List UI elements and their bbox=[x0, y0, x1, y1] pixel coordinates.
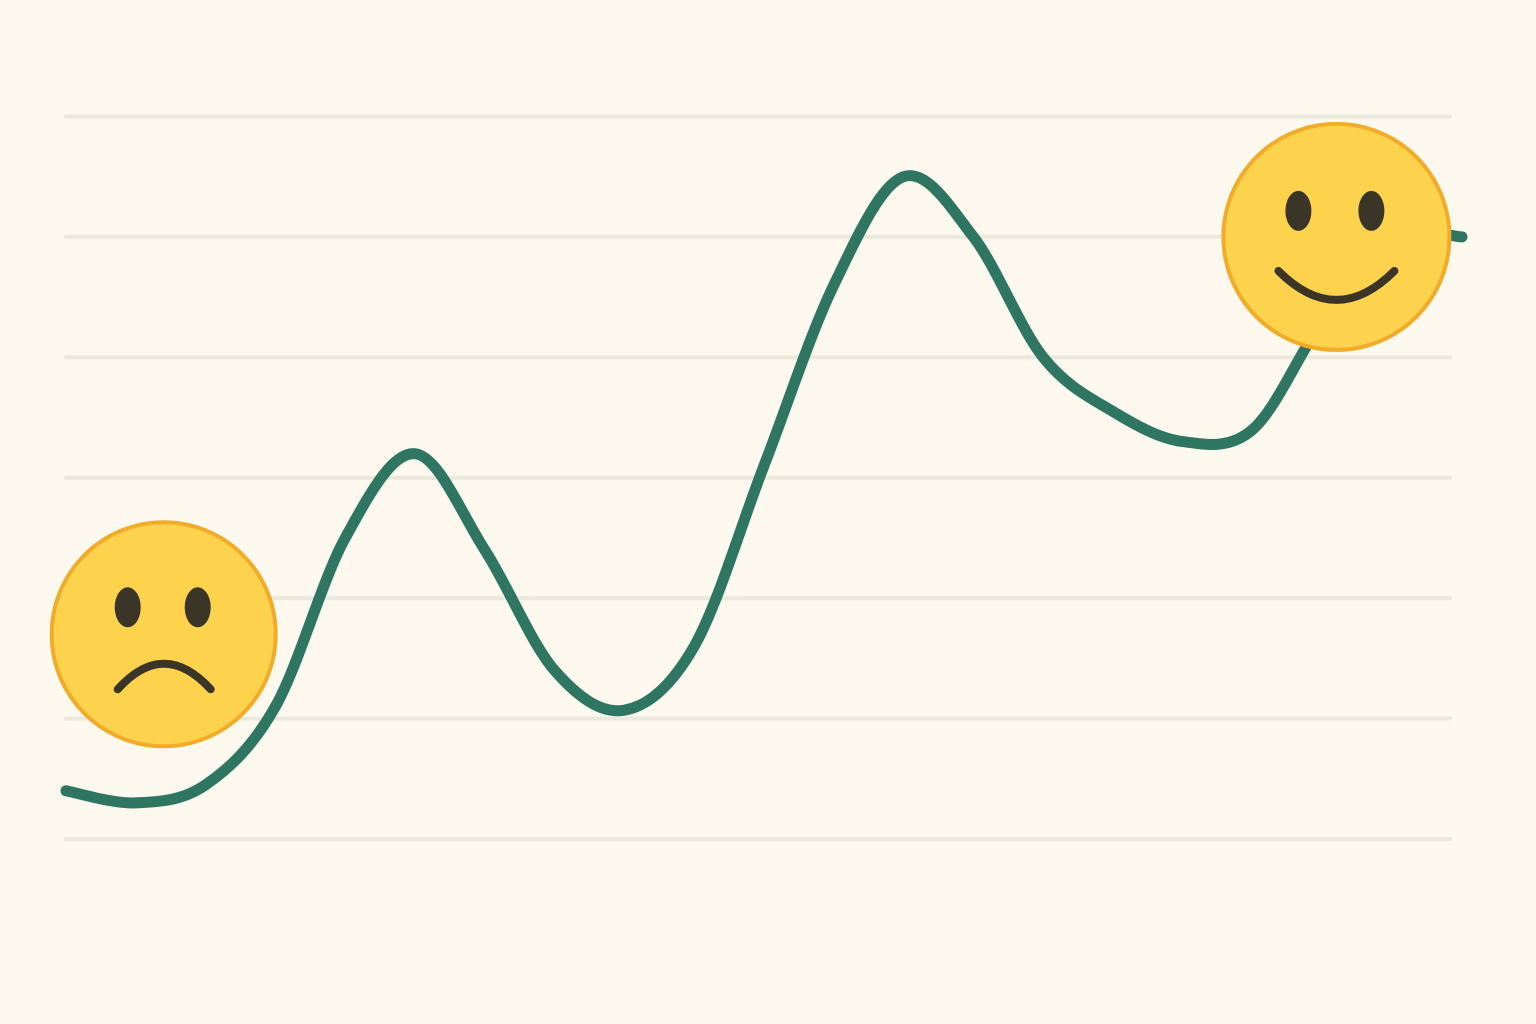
happy-face-disc bbox=[1221, 121, 1452, 352]
sad-face-disc bbox=[49, 520, 278, 749]
grid bbox=[64, 114, 1452, 841]
happy-face-left-eye bbox=[1285, 190, 1312, 231]
happy-face-right-eye bbox=[1358, 190, 1385, 231]
sad-face-left-eye bbox=[114, 587, 141, 628]
sad-face-right-eye bbox=[184, 587, 211, 628]
mood-series-line bbox=[60, 170, 1468, 809]
happy-face-icon bbox=[1221, 121, 1452, 352]
sad-face-mouth bbox=[113, 659, 215, 694]
sad-face-icon bbox=[49, 520, 278, 749]
happy-face-mouth bbox=[1274, 266, 1399, 304]
